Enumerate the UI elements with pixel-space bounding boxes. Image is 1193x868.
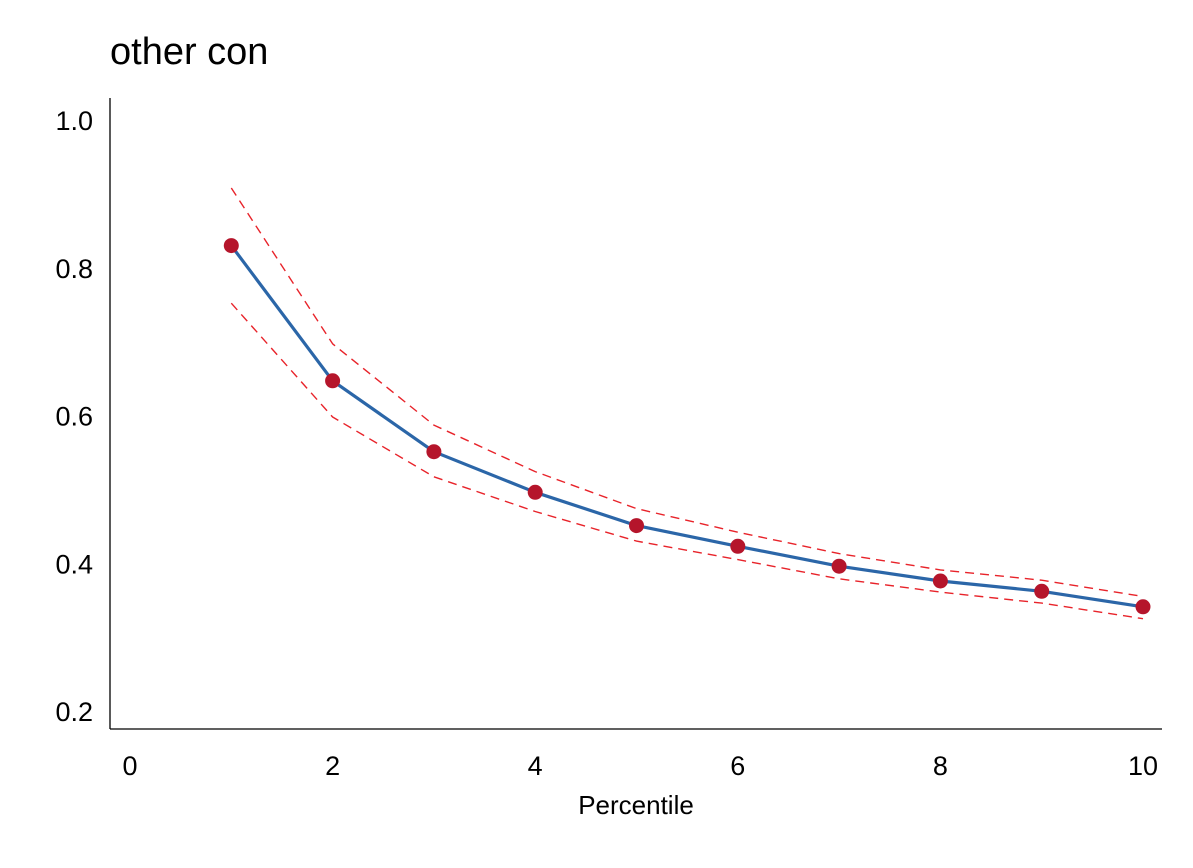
data-point-marker xyxy=(730,538,746,554)
x-tick-label: 2 xyxy=(325,751,340,781)
y-tick-labels: 0.2 0.4 0.6 0.8 1.0 xyxy=(55,106,93,727)
confidence-band-line xyxy=(230,302,1144,620)
data-point-marker xyxy=(223,238,239,254)
y-tick-label: 0.6 xyxy=(55,402,93,432)
x-tick-label: 10 xyxy=(1128,751,1158,781)
x-tick-label: 8 xyxy=(933,751,948,781)
data-point-marker xyxy=(831,558,847,574)
data-point-marker xyxy=(932,573,948,589)
confidence-band-line xyxy=(230,187,1144,598)
data-point-marker xyxy=(1135,599,1151,615)
data-point-marker xyxy=(325,373,341,389)
chart-title: other con xyxy=(110,31,268,73)
x-tick-label: 6 xyxy=(730,751,745,781)
series-layer xyxy=(223,187,1151,620)
series-line xyxy=(230,244,1144,609)
y-tick-label: 0.4 xyxy=(55,549,93,579)
y-tick-label: 0.8 xyxy=(55,254,93,284)
x-tick-labels: 0 2 4 6 8 10 xyxy=(122,751,1158,781)
x-tick-label: 4 xyxy=(528,751,543,781)
x-tick-label: 0 xyxy=(122,751,137,781)
data-point-marker xyxy=(1034,583,1050,599)
y-tick-label: 1.0 xyxy=(55,106,93,136)
data-point-marker xyxy=(527,484,543,500)
data-point-marker xyxy=(426,444,442,460)
data-point-marker xyxy=(629,518,644,534)
y-tick-label: 0.2 xyxy=(55,697,93,727)
x-axis-title: Percentile xyxy=(578,790,694,820)
